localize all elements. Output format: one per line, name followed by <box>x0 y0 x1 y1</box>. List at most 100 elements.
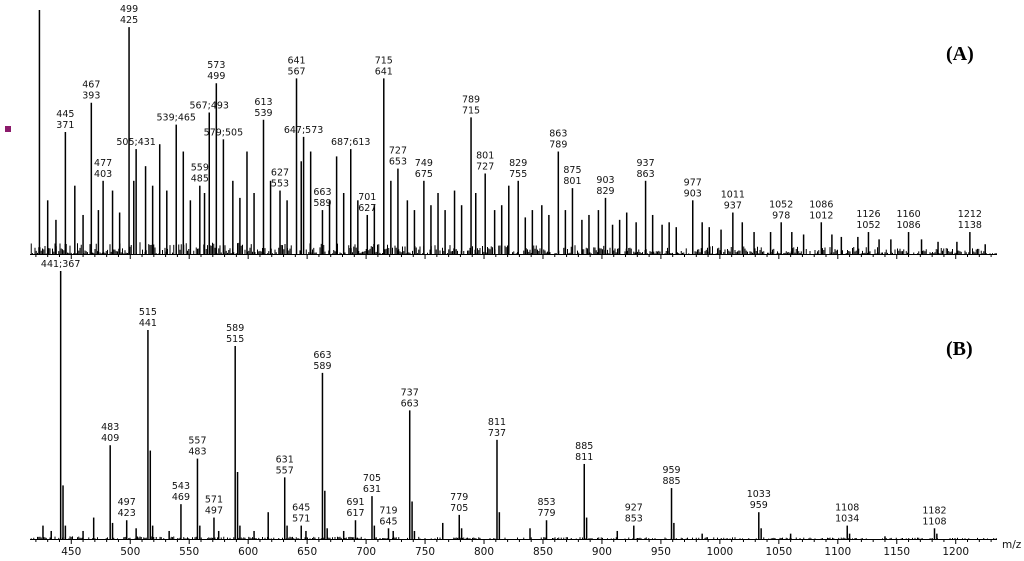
peak-label-a-477: 403 <box>94 169 112 180</box>
peak-label-b-927: 927 <box>625 503 643 514</box>
peak-label-b-631: 557 <box>276 465 294 476</box>
x-tick-label-650: 650 <box>297 546 317 558</box>
peak-label-b-515: 515 <box>139 307 157 318</box>
peak-label-group-a: 445371467393477403499425505;431539;46555… <box>56 4 982 231</box>
peak-label-b-557: 557 <box>188 436 206 447</box>
peak-label-a-1160: 1160 <box>896 209 920 220</box>
peak-label-b-1033: 959 <box>750 500 768 511</box>
peak-label-b-645: 645 <box>292 503 310 514</box>
peak-label-b-811: 811 <box>488 417 506 428</box>
peak-label-b-719: 719 <box>379 505 397 516</box>
peak-label-b-779: 779 <box>450 492 468 503</box>
peak-label-a-1160: 1086 <box>896 220 920 231</box>
peak-label-b-497: 497 <box>118 497 136 508</box>
peak-label-a-1126: 1126 <box>856 209 880 220</box>
peak-label-a-613: 613 <box>254 97 272 108</box>
peak-label-b-853: 779 <box>537 508 555 519</box>
peak-label-b-705: 631 <box>363 484 381 495</box>
peak-label-a-579: 579;505 <box>204 127 243 138</box>
peak-label-a-789: 789 <box>462 94 480 105</box>
peak-label-a-789: 715 <box>462 105 480 116</box>
x-tick-label-700: 700 <box>356 546 376 558</box>
peak-label-a-663: 589 <box>313 198 331 209</box>
peak-label-b-1182: 1182 <box>922 505 946 516</box>
peak-label-a-613: 539 <box>254 108 272 119</box>
x-tick-label-1050: 1050 <box>765 546 792 558</box>
peak-label-b-497: 423 <box>118 508 136 519</box>
peak-label-a-445: 371 <box>56 120 74 131</box>
peak-label-b-663: 663 <box>313 350 331 361</box>
peak-label-a-627: 627 <box>271 168 289 179</box>
peak-label-a-559: 559 <box>191 163 209 174</box>
peak-label-b-885: 811 <box>575 452 593 463</box>
peak-label-a-641: 567 <box>287 66 305 77</box>
panel-label-b: (B) <box>946 338 973 360</box>
x-tick-label-450: 450 <box>61 546 81 558</box>
x-tick-label-1000: 1000 <box>707 546 734 558</box>
peak-label-a-829: 829 <box>509 158 527 169</box>
peak-label-a-499: 499 <box>120 4 138 15</box>
peak-label-a-467: 467 <box>82 80 100 91</box>
peak-label-a-573: 573 <box>207 60 225 71</box>
x-tick-label-800: 800 <box>474 546 494 558</box>
peak-label-b-543: 469 <box>172 492 190 503</box>
peak-label-a-727: 727 <box>389 146 407 157</box>
peak-label-b-515: 441 <box>139 318 157 329</box>
peak-label-a-1212: 1138 <box>958 220 982 231</box>
x-tick-label-950: 950 <box>651 546 671 558</box>
peak-label-a-539: 539;465 <box>156 113 195 124</box>
peak-label-a-1086: 1086 <box>809 199 833 210</box>
x-tick-label-group-b: 450 500 550 600 650 700 750 800 850 900 950 1000 105… <box>61 546 969 558</box>
peak-label-a-937: 937 <box>637 158 655 169</box>
peak-label-b-705: 705 <box>363 473 381 484</box>
peak-label-b-737: 663 <box>401 398 419 409</box>
peak-label-b-663: 589 <box>313 361 331 372</box>
peak-label-b-543: 543 <box>172 481 190 492</box>
peak-label-a-1086: 1012 <box>809 210 833 221</box>
peak-label-a-829: 755 <box>509 169 527 180</box>
peak-label-b-691: 617 <box>346 508 364 519</box>
peak-label-a-445: 445 <box>56 109 74 120</box>
peak-label-a-647: 647;573 <box>284 125 323 136</box>
peak-label-a-467: 393 <box>82 91 100 102</box>
peak-label-b-853: 853 <box>537 497 555 508</box>
spectrum-panel-a: 445371467393477403499425505;431539;46555… <box>30 4 997 259</box>
peak-label-group-b: 441;367483409497423515441543469557483571… <box>41 259 947 527</box>
x-tick-group-b <box>35 539 992 544</box>
peak-label-a-1011: 937 <box>724 201 742 212</box>
peak-label-b-719: 645 <box>379 516 397 527</box>
peak-label-a-903: 903 <box>596 175 614 186</box>
peak-label-b-959: 959 <box>662 465 680 476</box>
peak-label-b-589: 515 <box>226 334 244 345</box>
peak-label-b-441: 441;367 <box>41 259 80 270</box>
peak-label-b-1182: 1108 <box>922 516 946 527</box>
x-tick-label-600: 600 <box>238 546 258 558</box>
peak-label-b-571: 497 <box>205 506 223 517</box>
peak-label-b-779: 705 <box>450 503 468 514</box>
peak-label-a-573: 499 <box>207 71 225 82</box>
peak-label-b-589: 589 <box>226 323 244 334</box>
peak-label-a-1052: 1052 <box>769 199 793 210</box>
peak-label-a-559: 485 <box>191 174 209 185</box>
baseline-noise-b <box>30 536 997 539</box>
x-tick-label-1200: 1200 <box>942 546 969 558</box>
peak-label-b-885: 885 <box>575 441 593 452</box>
peak-label-a-875: 875 <box>563 165 581 176</box>
peak-label-a-663: 663 <box>313 187 331 198</box>
peak-group-a <box>38 10 986 254</box>
x-tick-label-550: 550 <box>179 546 199 558</box>
spectrum-panel-b: 441;367483409497423515441543469557483571… <box>30 259 1022 558</box>
peak-label-a-505: 505;431 <box>116 137 155 148</box>
peak-label-a-863: 789 <box>549 140 567 151</box>
peak-label-a-1011: 1011 <box>721 190 745 201</box>
peak-label-a-499: 425 <box>120 15 138 26</box>
x-axis-label: m/z <box>1002 539 1022 551</box>
peak-label-a-477: 477 <box>94 158 112 169</box>
peak-group-b <box>42 271 938 539</box>
peak-label-b-691: 691 <box>346 497 364 508</box>
peak-label-a-977: 977 <box>684 177 702 188</box>
x-tick-label-850: 850 <box>533 546 553 558</box>
panel-label-a: (A) <box>946 43 974 65</box>
peak-label-a-1052: 978 <box>772 210 790 221</box>
